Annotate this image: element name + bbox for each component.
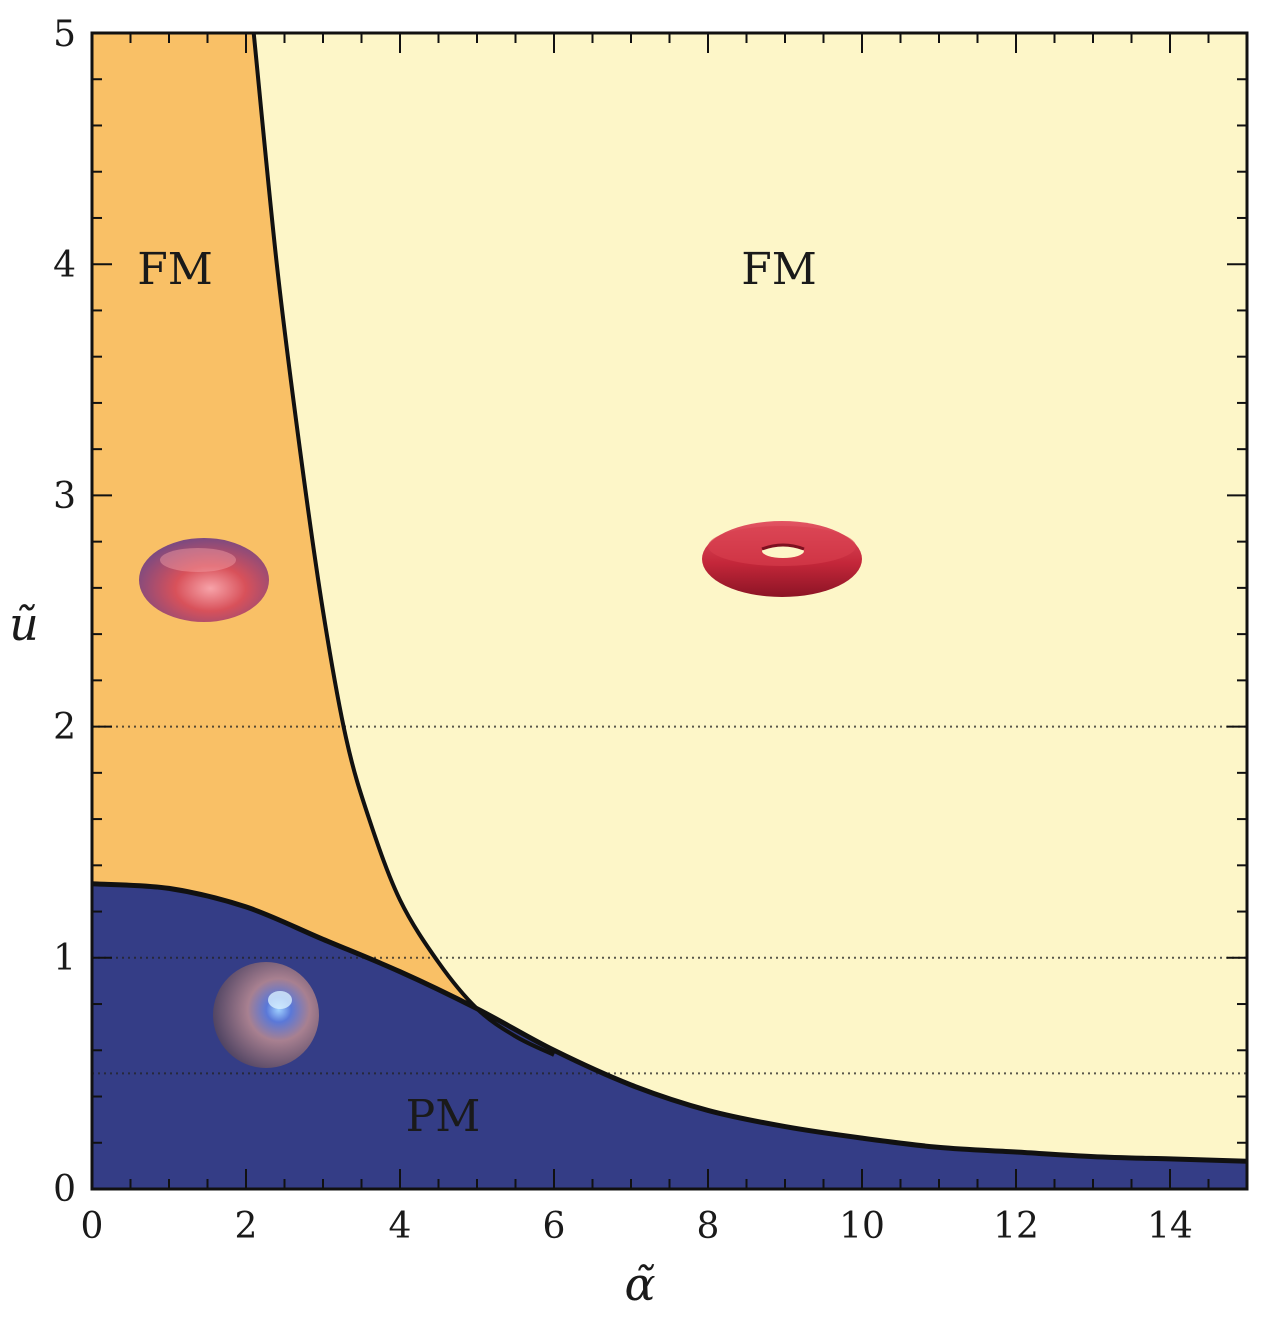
x-axis-label: α̃ [624,1257,655,1311]
y-tick-label: 5 [53,14,76,55]
y-tick-label: 0 [53,1169,76,1210]
sphere-droplet-icon [213,962,319,1068]
y-tick-label: 2 [53,707,76,748]
x-tick-label: 14 [1147,1206,1193,1247]
x-tick-label: 0 [81,1206,104,1247]
x-tick-label: 4 [389,1206,412,1247]
y-tick-labels: 0 1 2 3 4 5 [53,14,76,1210]
fm-right-label: FM [741,244,817,295]
x-tick-label: 12 [993,1206,1039,1247]
pm-region [92,883,1247,1189]
x-tick-labels: 0 2 4 6 8 10 12 14 [81,1206,1193,1247]
x-tick-label: 6 [543,1206,566,1247]
reference-lines [92,725,1247,1075]
fm-left-label: FM [137,244,213,295]
y-tick-label: 4 [53,245,76,286]
axis-ticks [91,32,1248,1190]
x-tick-label: 8 [697,1206,720,1247]
pm-label: PM [406,1091,481,1142]
y-tick-label: 3 [53,476,76,517]
x-tick-label: 2 [235,1206,258,1247]
torus-droplet-icon [702,521,862,597]
oblate-droplet-icon [139,538,269,622]
y-tick-label: 1 [53,938,76,979]
pm-boundary-line [92,881,1247,1164]
y-axis-label: ũ [9,597,39,651]
x-tick-label: 10 [839,1206,885,1247]
